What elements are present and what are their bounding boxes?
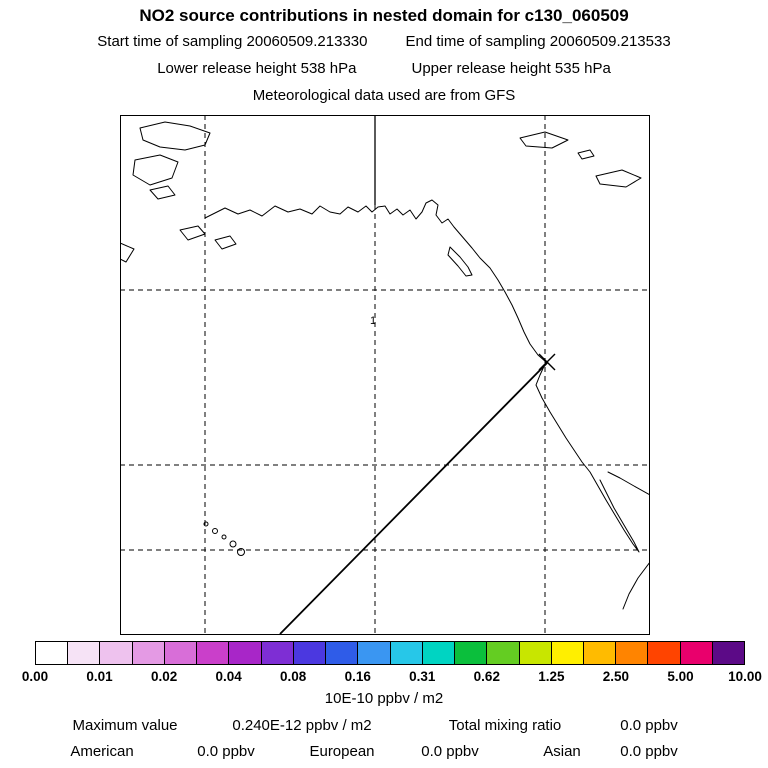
colorbar-tick-label: 0.62 <box>473 669 500 684</box>
colorbar-segment <box>647 642 680 664</box>
stats-row-1: Maximum value 0.240E-12 ppbv / m2 Total … <box>0 717 768 737</box>
colorbar-segment <box>196 642 229 664</box>
grid-lines <box>120 115 650 635</box>
colorbar-tick-label: 0.01 <box>86 669 113 684</box>
island-ne-2 <box>595 169 642 188</box>
colorbar-segment <box>325 642 358 664</box>
colorbar-segment <box>163 642 197 664</box>
region-european-label: European <box>309 743 375 760</box>
total-mixing-label: Total mixing ratio <box>448 717 562 734</box>
met-source-line: Meteorological data used are from GFS <box>0 87 768 104</box>
colorbar-tick-label: 0.02 <box>150 669 178 684</box>
met-source-text: Meteorological data used are from GFS <box>252 87 516 104</box>
colorbar-segment <box>679 642 712 664</box>
island-alaska-west-3 <box>149 185 176 200</box>
colorbar-segment <box>67 642 100 664</box>
colorbar-units-label: 10E-10 ppbv / m2 <box>324 690 444 707</box>
map-border <box>120 115 650 635</box>
colorbar-tick-label: 1.25 <box>538 669 565 684</box>
coastlines <box>120 121 650 610</box>
region-american-value: 0.0 ppbv <box>197 743 255 760</box>
colorbar-tick-label: 0.04 <box>215 669 242 684</box>
colorbar-segment <box>615 642 648 664</box>
map-panel: 1 <box>120 115 650 635</box>
lower-release-text: Lower release height 538 hPa <box>157 60 357 77</box>
colorbar-segment <box>486 642 519 664</box>
max-value-label: Maximum value <box>72 717 178 734</box>
region-american-label: American <box>70 743 134 760</box>
release-heights-line: Lower release height 538 hPa Upper relea… <box>0 60 768 77</box>
colorbar-segment <box>421 642 455 664</box>
coast-left-border <box>120 242 135 263</box>
island-alaska-west-2 <box>132 154 179 186</box>
colorbar-segment <box>582 642 616 664</box>
region-european-value: 0.0 ppbv <box>421 743 479 760</box>
map-svg: 1 <box>120 115 650 635</box>
colorbar-tick-label: 10.00 <box>728 669 762 684</box>
total-mixing-value: 0.0 ppbv <box>620 717 678 734</box>
colorbar-segment <box>711 642 745 664</box>
colorbar-tick-label: 0.08 <box>280 669 307 684</box>
gulf-mainland-coast <box>607 471 650 496</box>
max-value-text: 0.240E-12 ppbv / m2 <box>232 717 372 734</box>
colorbar-segment <box>260 642 293 664</box>
island-se-1 <box>179 225 206 241</box>
region-asian-label: Asian <box>543 743 581 760</box>
colorbar-ticks: 0.00 0.01 0.02 0.04 0.08 0.16 0.31 0.62 1.25 2.50… <box>22 669 762 686</box>
upper-release-text: Upper release height 535 hPa <box>411 60 611 77</box>
colorbar-segment <box>228 642 261 664</box>
hawaii-islands <box>203 521 245 556</box>
colorbar-tick-label: 0.31 <box>409 669 436 684</box>
end-time-text: End time of sampling 20060509.213533 <box>405 33 671 50</box>
colorbar-tick-label: 0.16 <box>344 669 371 684</box>
island-alaska-west-1 <box>139 121 211 151</box>
mexico-coast <box>622 561 650 610</box>
colorbar <box>35 641 745 665</box>
island-ne-1 <box>519 131 569 149</box>
region-asian-value: 0.0 ppbv <box>620 743 678 760</box>
colorbar-segment <box>550 642 583 664</box>
island-se-2 <box>214 235 237 250</box>
trajectory-line <box>279 362 548 635</box>
colorbar-segment <box>454 642 487 664</box>
page-title: NO2 source contributions in nested domai… <box>139 6 629 25</box>
colorbar-tick-label: 0.00 <box>21 669 49 684</box>
colorbar-tick-label: 5.00 <box>667 669 694 684</box>
colorbar-segment <box>99 642 132 664</box>
colorbar-segment <box>36 642 68 664</box>
colorbar-segment <box>357 642 390 664</box>
colorbar-tick-label: 2.50 <box>602 669 630 684</box>
colorbar-segment <box>292 642 326 664</box>
colorbar-segment <box>131 642 164 664</box>
island-ne-3 <box>577 149 595 160</box>
sampling-times-line: Start time of sampling 20060509.213330 E… <box>0 33 768 50</box>
colorbar-segment <box>518 642 551 664</box>
colorbar-segment <box>389 642 422 664</box>
grid-cell-label: 1 <box>370 315 376 327</box>
offshore-island <box>447 246 473 277</box>
receptor-marker <box>538 353 556 371</box>
main-coastline <box>204 199 640 553</box>
stats-row-2: American 0.0 ppbv European 0.0 ppbv Asia… <box>0 743 768 763</box>
start-time-text: Start time of sampling 20060509.213330 <box>97 33 368 50</box>
